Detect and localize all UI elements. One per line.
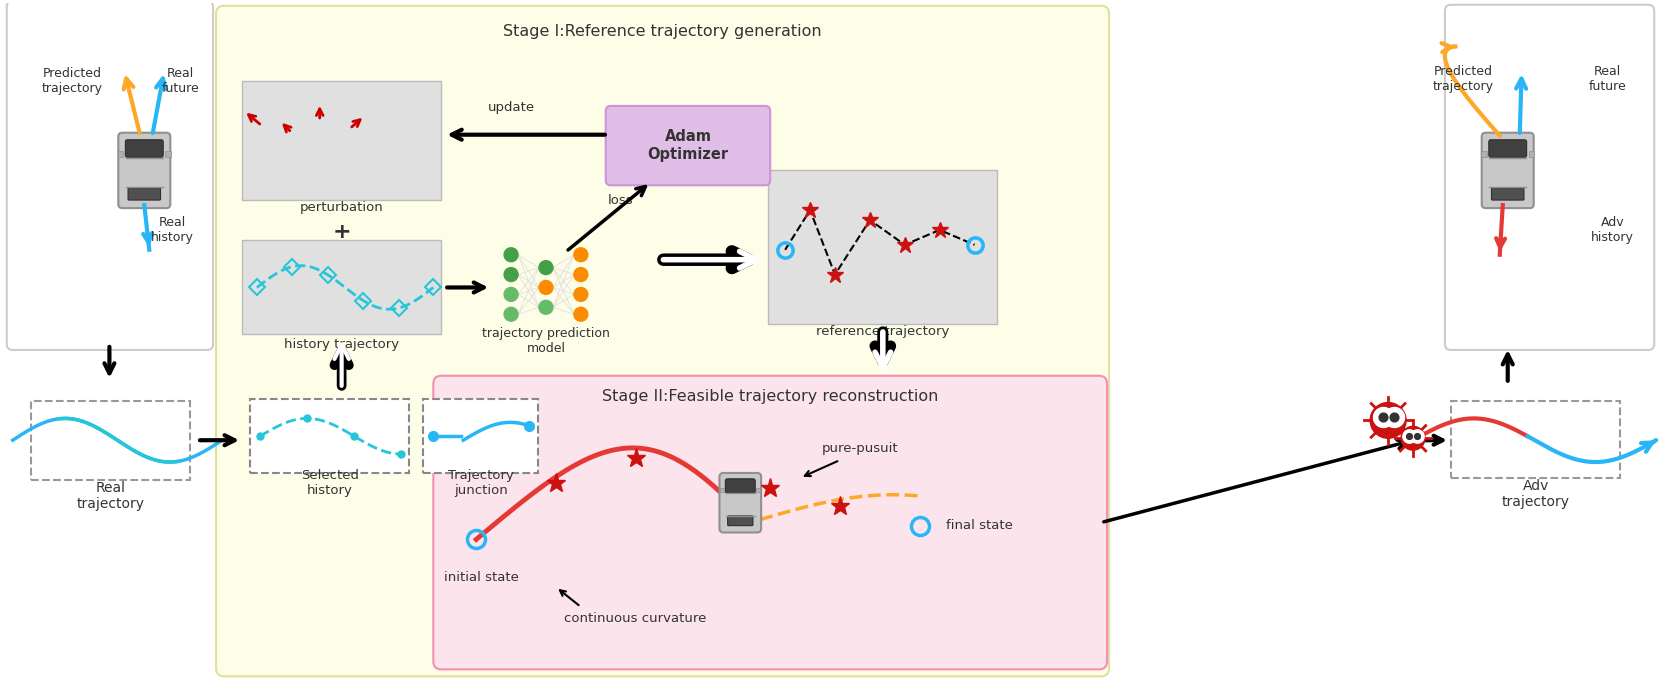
FancyBboxPatch shape xyxy=(720,473,761,533)
Text: Predicted
trajectory: Predicted trajectory xyxy=(1432,65,1493,93)
Bar xyxy=(757,488,760,493)
Circle shape xyxy=(504,287,518,301)
Text: loss: loss xyxy=(607,194,634,207)
Text: continuous curvature: continuous curvature xyxy=(564,613,707,626)
Bar xyxy=(768,170,997,324)
Text: Trajectory
junction: Trajectory junction xyxy=(448,469,514,497)
Text: reference trajectory: reference trajectory xyxy=(816,325,949,338)
Bar xyxy=(242,81,441,200)
Bar xyxy=(242,240,441,334)
FancyBboxPatch shape xyxy=(1491,188,1525,200)
Text: Adv
trajectory: Adv trajectory xyxy=(1501,479,1569,509)
Text: Adv
history: Adv history xyxy=(1591,216,1634,244)
Text: final state: final state xyxy=(946,519,1014,532)
FancyBboxPatch shape xyxy=(216,6,1110,677)
Text: Selected
history: Selected history xyxy=(300,469,358,497)
FancyBboxPatch shape xyxy=(251,398,410,473)
Text: Stage I:Reference trajectory generation: Stage I:Reference trajectory generation xyxy=(503,24,821,39)
Circle shape xyxy=(504,248,518,262)
FancyBboxPatch shape xyxy=(128,188,161,200)
Text: Real
trajectory: Real trajectory xyxy=(76,481,144,511)
Text: Real
future: Real future xyxy=(1589,65,1626,93)
Circle shape xyxy=(574,267,587,282)
Text: Adam
Optimizer: Adam Optimizer xyxy=(647,130,728,162)
FancyBboxPatch shape xyxy=(118,133,171,208)
Text: update: update xyxy=(488,101,534,114)
Circle shape xyxy=(504,307,518,321)
Bar xyxy=(166,151,171,157)
Circle shape xyxy=(539,280,552,294)
Text: pure-pusuit: pure-pusuit xyxy=(821,442,898,455)
Bar xyxy=(720,488,723,493)
FancyBboxPatch shape xyxy=(1445,5,1654,350)
Circle shape xyxy=(504,267,518,282)
Circle shape xyxy=(539,260,552,275)
Text: trajectory prediction
model: trajectory prediction model xyxy=(483,327,611,355)
FancyBboxPatch shape xyxy=(606,106,770,185)
Circle shape xyxy=(574,248,587,262)
Bar xyxy=(1481,151,1486,157)
Text: Stage II:Feasible trajectory reconstruction: Stage II:Feasible trajectory reconstruct… xyxy=(602,389,939,404)
Text: Real
future: Real future xyxy=(161,67,199,95)
Circle shape xyxy=(539,300,552,314)
FancyBboxPatch shape xyxy=(1488,140,1526,157)
Text: history trajectory: history trajectory xyxy=(284,338,400,351)
Bar xyxy=(118,151,123,157)
Text: Real
history: Real history xyxy=(151,216,194,244)
Bar xyxy=(1530,151,1535,157)
FancyBboxPatch shape xyxy=(7,1,212,350)
FancyBboxPatch shape xyxy=(126,140,163,157)
Circle shape xyxy=(574,307,587,321)
Circle shape xyxy=(1402,426,1425,450)
FancyBboxPatch shape xyxy=(728,516,753,526)
Text: initial state: initial state xyxy=(443,570,519,584)
Text: +: + xyxy=(332,222,352,242)
FancyBboxPatch shape xyxy=(1481,133,1533,208)
FancyBboxPatch shape xyxy=(433,376,1107,669)
Circle shape xyxy=(574,287,587,301)
FancyBboxPatch shape xyxy=(725,479,755,493)
Text: perturbation: perturbation xyxy=(300,200,383,214)
Circle shape xyxy=(1370,402,1407,438)
FancyBboxPatch shape xyxy=(423,398,538,473)
Text: Predicted
trajectory: Predicted trajectory xyxy=(41,67,103,95)
